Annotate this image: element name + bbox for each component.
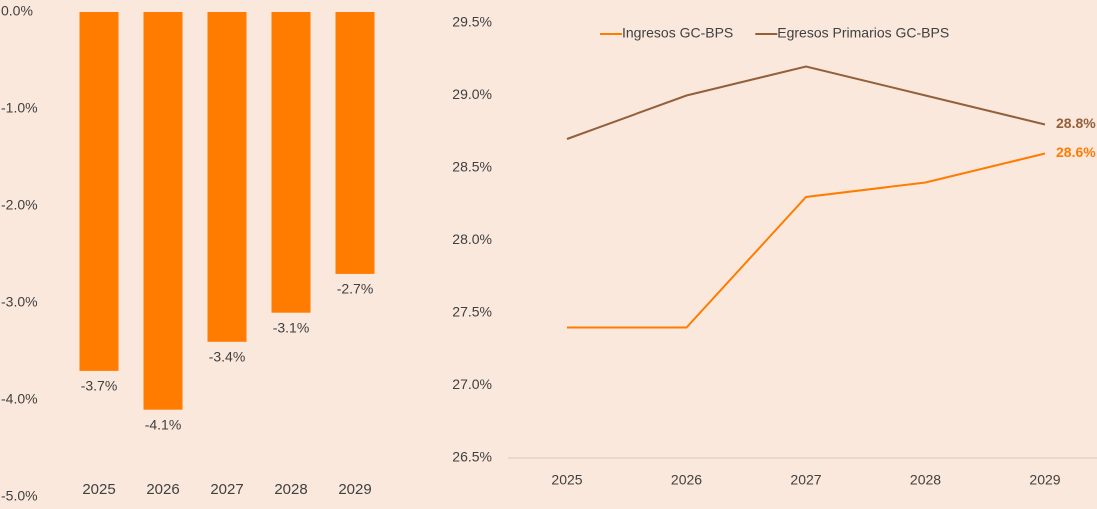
y-tick-label: 0.0% xyxy=(1,3,33,19)
x-tick-label: 2025 xyxy=(551,472,582,488)
y-tick-label: 28.5% xyxy=(452,159,492,175)
y-tick-label: 27.0% xyxy=(452,376,492,392)
x-tick-label: 2027 xyxy=(790,472,821,488)
data-label: -4.1% xyxy=(145,416,182,432)
y-tick-label: 29.5% xyxy=(452,14,492,30)
bar xyxy=(271,12,311,313)
x-tick-label: 2026 xyxy=(671,472,702,488)
data-label: -3.4% xyxy=(209,349,246,365)
legend-label: Egresos Primarios GC-BPS xyxy=(777,25,949,41)
y-tick-label: -3.0% xyxy=(1,294,38,310)
y-tick-label: 26.5% xyxy=(452,449,492,465)
x-tick-label: 2027 xyxy=(210,481,243,498)
bar xyxy=(335,12,375,274)
y-tick-label: -2.0% xyxy=(1,197,38,213)
x-tick-label: 2029 xyxy=(338,481,371,498)
data-label: -3.1% xyxy=(273,319,310,335)
x-tick-label: 2029 xyxy=(1029,472,1060,488)
data-label: 28.8% xyxy=(1056,115,1096,131)
y-tick-label: 29.0% xyxy=(452,86,492,102)
y-tick-label: 28.0% xyxy=(452,231,492,247)
legend-label: Ingresos GC-BPS xyxy=(622,25,733,41)
bar xyxy=(79,12,119,371)
bar xyxy=(143,12,183,410)
data-label: -3.7% xyxy=(81,378,118,394)
bar xyxy=(207,12,247,342)
x-tick-label: 2025 xyxy=(82,481,115,498)
line-series xyxy=(566,65,1046,140)
data-label: 28.6% xyxy=(1056,144,1096,160)
y-tick-label: -1.0% xyxy=(1,100,38,116)
line-series xyxy=(567,152,1046,329)
y-tick-label: -5.0% xyxy=(1,488,38,504)
data-label: -2.7% xyxy=(337,281,374,297)
y-tick-label: -4.0% xyxy=(1,391,38,407)
y-tick-label: 27.5% xyxy=(452,304,492,320)
x-tick-label: 2028 xyxy=(910,472,941,488)
x-tick-label: 2026 xyxy=(146,481,179,498)
x-tick-label: 2028 xyxy=(274,481,307,498)
